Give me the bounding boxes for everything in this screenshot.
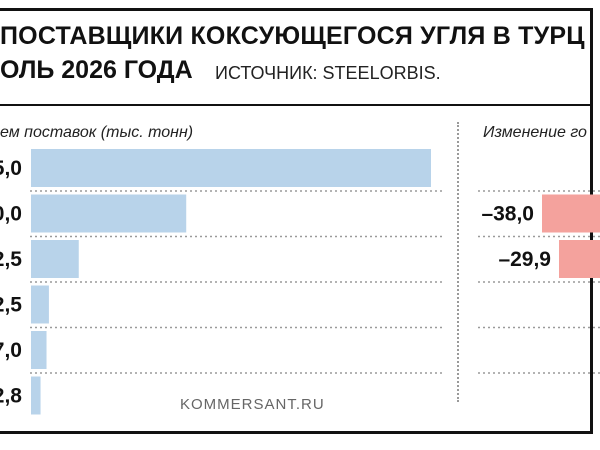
- volume-value-label-3: 2,5: [0, 248, 22, 271]
- change-value-label-2: –29,9: [498, 248, 551, 271]
- change-bar-2: [559, 240, 600, 278]
- column-separator: [457, 122, 459, 402]
- volume-value-label-2: 0,0: [0, 203, 22, 226]
- title-rule: [0, 104, 590, 106]
- volume-value-label-5: 7,0: [0, 339, 22, 362]
- volume-value-label-6: 2,8: [0, 385, 22, 408]
- volume-bar-2: [31, 194, 187, 233]
- volume-value-label-1: 5,0: [0, 157, 22, 180]
- change-value-label-1: –38,0: [481, 203, 534, 226]
- footer-credit: KOMMERSANT.RU: [180, 396, 325, 413]
- source-note: ИСТОЧНИК: STEELORBIS.: [215, 63, 441, 83]
- volume-header: ем поставок (тыс. тонн): [0, 124, 194, 141]
- volume-bar-4: [31, 285, 49, 324]
- chart-title-line2: ОЛЬ 2026 ГОДА: [0, 56, 193, 84]
- change-header: Изменение го: [483, 124, 587, 141]
- volume-bar-3: [31, 240, 79, 278]
- change-bar-1: [542, 194, 600, 233]
- volume-bar-6: [31, 376, 41, 415]
- volume-value-label-4: 2,5: [0, 294, 22, 317]
- volume-bar-1: [31, 149, 431, 187]
- chart-title-line1: ПОСТАВЩИКИ КОКСУЮЩЕГОСЯ УГЛЯ В ТУРЦ: [0, 22, 585, 50]
- volume-bar-5: [31, 331, 47, 369]
